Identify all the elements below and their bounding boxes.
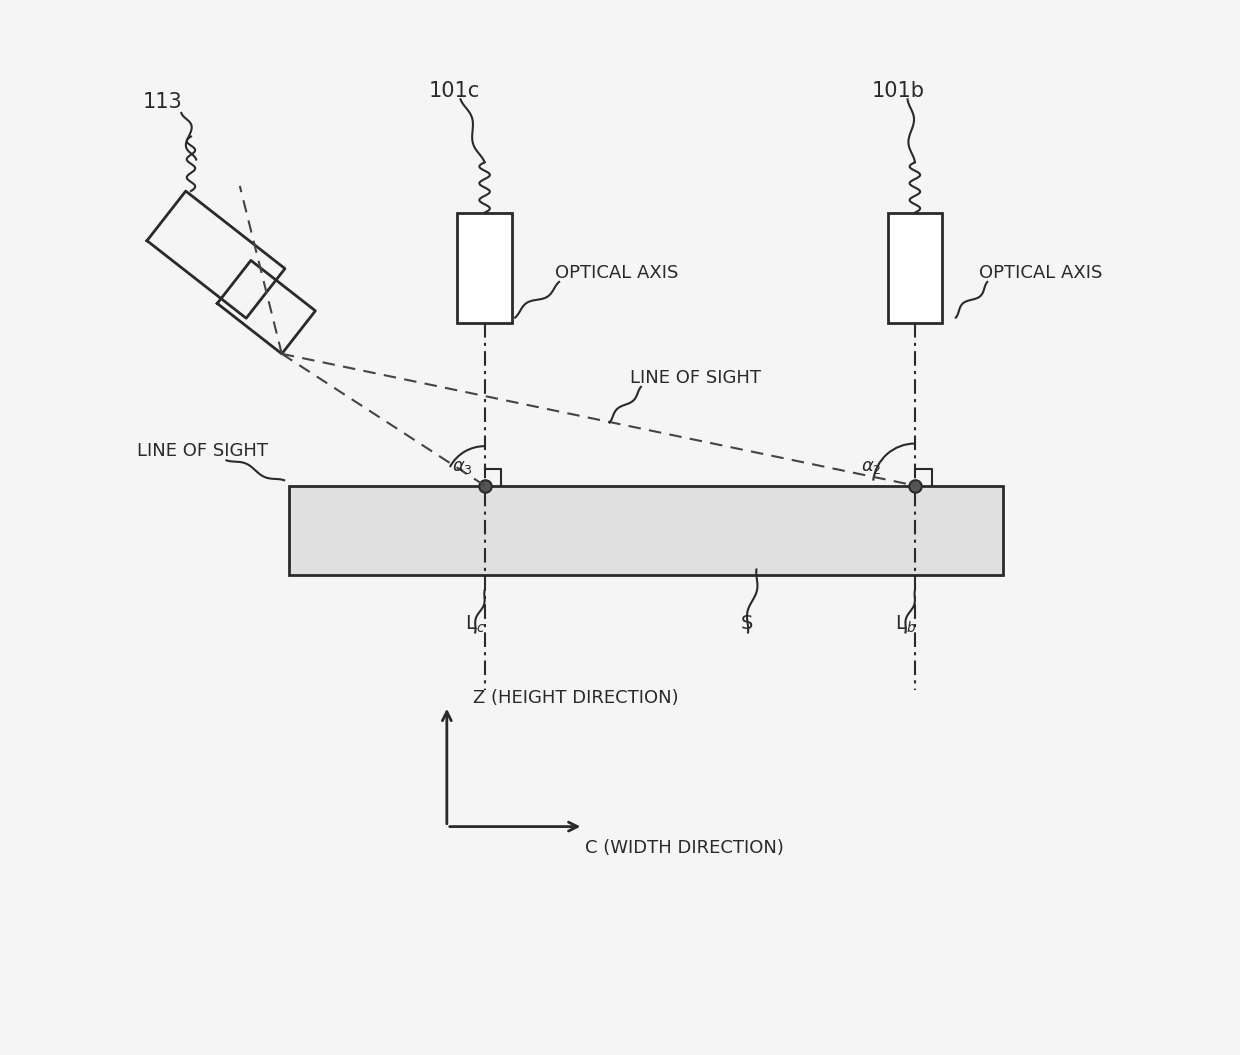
Text: S: S	[740, 614, 753, 633]
Text: OPTICAL AXIS: OPTICAL AXIS	[978, 264, 1102, 282]
Text: LINE OF SIGHT: LINE OF SIGHT	[630, 368, 761, 387]
Text: Z (HEIGHT DIRECTION): Z (HEIGHT DIRECTION)	[474, 689, 678, 707]
Text: L$_c$: L$_c$	[465, 613, 485, 635]
Text: 101b: 101b	[872, 81, 925, 101]
Bar	[289, 485, 1003, 575]
Text: OPTICAL AXIS: OPTICAL AXIS	[556, 264, 678, 282]
Text: 113: 113	[143, 92, 182, 112]
Text: $\alpha_2$: $\alpha_2$	[862, 458, 882, 476]
Text: C (WIDTH DIRECTION): C (WIDTH DIRECTION)	[585, 839, 784, 857]
Bar	[888, 213, 942, 323]
Text: $\alpha_3$: $\alpha_3$	[453, 458, 472, 476]
Text: LINE OF SIGHT: LINE OF SIGHT	[138, 442, 268, 460]
Bar	[458, 213, 512, 323]
Text: L$_b$: L$_b$	[895, 613, 916, 635]
Text: 101c: 101c	[429, 81, 480, 101]
